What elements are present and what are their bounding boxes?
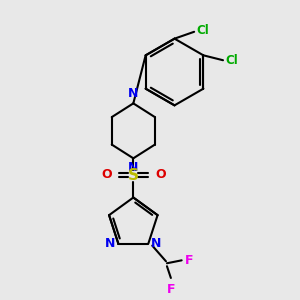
Text: O: O [155, 169, 166, 182]
Text: S: S [128, 169, 139, 184]
Text: O: O [101, 169, 112, 182]
Text: N: N [105, 237, 116, 250]
Text: N: N [151, 237, 162, 250]
Text: Cl: Cl [225, 54, 238, 67]
Text: F: F [184, 254, 193, 267]
Text: N: N [128, 161, 139, 174]
Text: F: F [167, 283, 175, 296]
Text: Cl: Cl [196, 24, 209, 37]
Text: N: N [128, 87, 139, 101]
